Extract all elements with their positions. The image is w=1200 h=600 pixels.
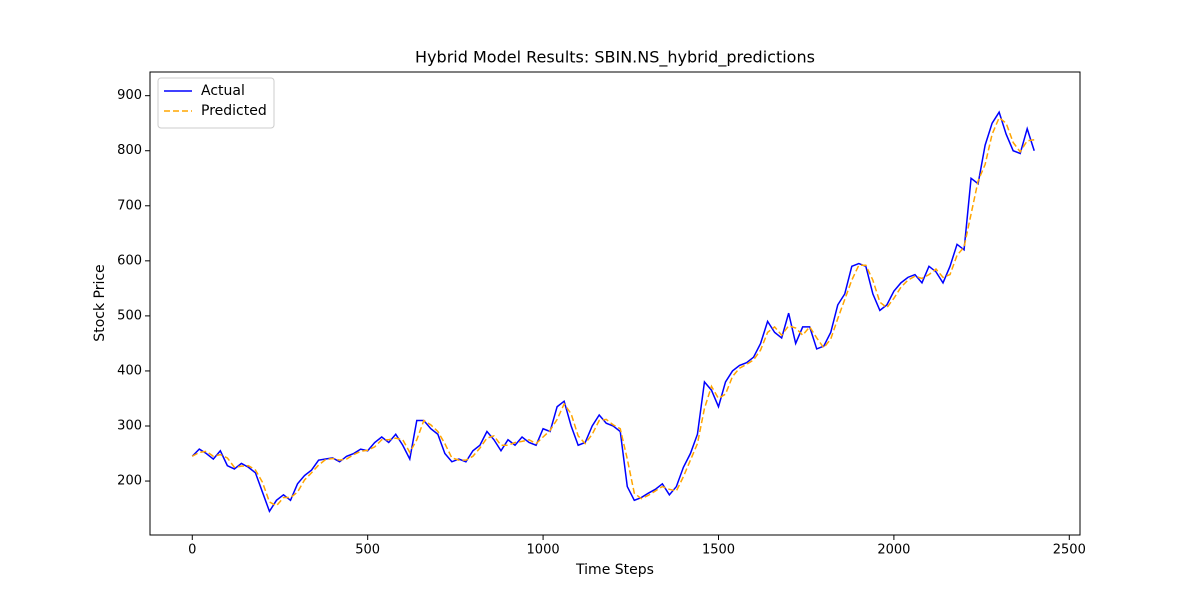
- y-tick-label: 300: [117, 418, 142, 433]
- x-tick-label: 1000: [527, 543, 560, 558]
- legend-label: Predicted: [201, 103, 267, 119]
- x-axis-label: Time Steps: [575, 562, 654, 578]
- plot-frame: [149, 71, 1081, 536]
- y-tick-label: 900: [117, 88, 142, 103]
- y-tick-label: 800: [117, 143, 142, 158]
- y-tick-label: 400: [117, 363, 142, 378]
- legend-label: Actual: [201, 83, 245, 99]
- x-tick-label: 2000: [877, 543, 910, 558]
- series-line: [191, 110, 1035, 514]
- x-tick-label: 2500: [1053, 543, 1086, 558]
- x-tick-label: 500: [355, 543, 380, 558]
- y-tick-label: 500: [117, 308, 142, 323]
- x-tick-label: 1500: [702, 543, 735, 558]
- series-line: [191, 116, 1035, 507]
- x-tick-label: 0: [188, 543, 196, 558]
- legend: Actual Predicted: [157, 77, 275, 129]
- y-tick-label: 600: [117, 253, 142, 268]
- chart-title: Hybrid Model Results: SBIN.NS_hybrid_pre…: [415, 48, 815, 68]
- y-tick-label: 700: [117, 198, 142, 213]
- y-axis-label: Stock Price: [92, 264, 108, 341]
- y-tick-label: 200: [117, 474, 142, 489]
